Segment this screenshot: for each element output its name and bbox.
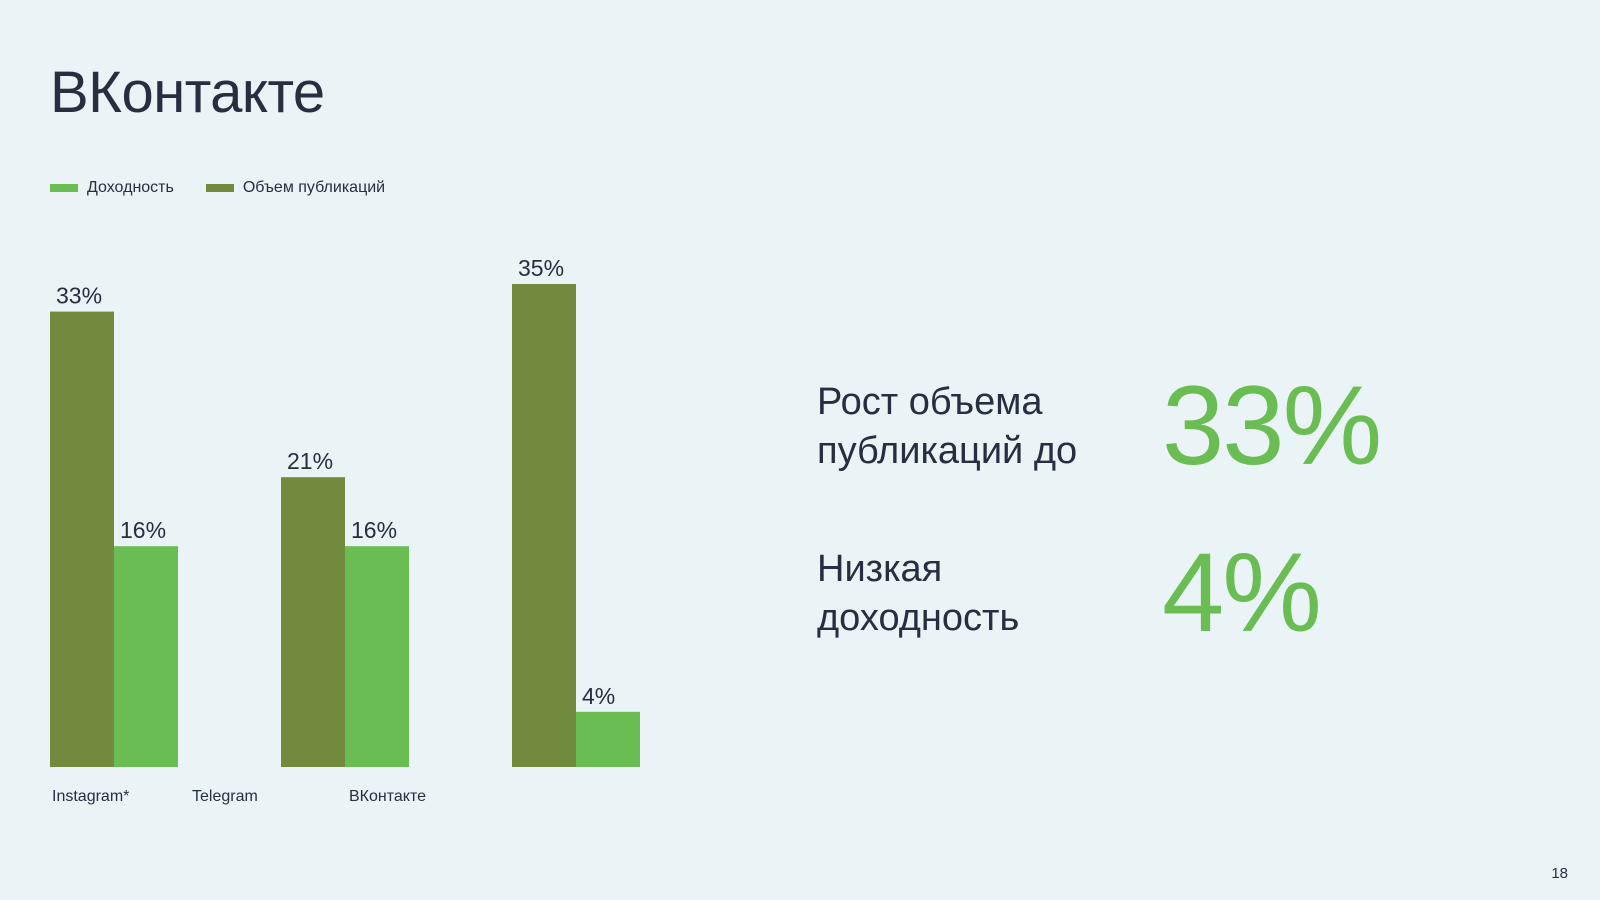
- bar-income-0: [114, 546, 178, 767]
- category-label-0: Instagram*: [52, 788, 129, 805]
- data-label-income-2: 4%: [582, 683, 615, 709]
- page-number: 18: [1551, 865, 1568, 882]
- legend-label-income: Доходность: [87, 179, 174, 196]
- bar-income-1: [345, 546, 409, 767]
- stat-label-low-income: Низкая доходность: [817, 548, 1020, 639]
- stat-label-volume-growth: Рост объема публикаций до: [817, 381, 1078, 472]
- category-label-1: Telegram: [192, 788, 258, 805]
- bar-volume-1: [281, 477, 345, 767]
- data-label-income-1: 16%: [351, 517, 397, 543]
- bar-volume-0: [50, 311, 114, 767]
- legend-swatch-volume: [205, 184, 234, 192]
- legend-swatch-income: [50, 184, 78, 192]
- bar-income-2: [576, 711, 640, 767]
- legend-item-income: Доходность: [50, 179, 174, 197]
- legend-label-volume: Объем публикаций: [242, 179, 386, 196]
- data-label-volume-1: 21%: [287, 448, 333, 474]
- bar-chart: 33% 21% 35% 16% 16% 4% Instagram* Telegram ВКонт…: [50, 255, 640, 805]
- data-label-volume-0: 33%: [56, 283, 102, 309]
- category-label-2: ВКонтакте: [349, 788, 426, 805]
- slide-title: ВКонтакте: [50, 60, 325, 125]
- bar-volume-2: [512, 284, 576, 767]
- legend-item-volume: Объем публикаций: [205, 179, 386, 197]
- data-label-income-0: 16%: [120, 517, 166, 543]
- stat-value-low-income: 4%: [1162, 530, 1322, 655]
- data-label-volume-2: 35%: [518, 255, 564, 281]
- stat-value-volume-growth: 33%: [1162, 363, 1382, 488]
- chart-legend: Доходность Объем публикаций: [50, 179, 417, 197]
